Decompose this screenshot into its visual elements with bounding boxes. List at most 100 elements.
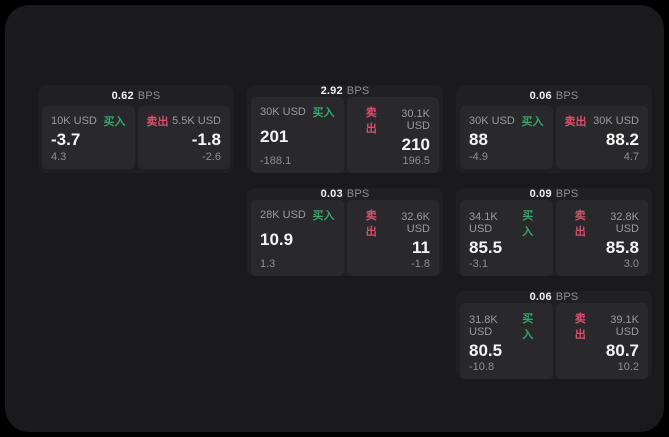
quotes-grid: 0.62 BPS 10K USD 买入 -3.7 4.3 卖出 5.5K USD… bbox=[38, 85, 652, 379]
buy-quote-panel[interactable]: 31.8K USD 买入 80.5 -10.8 bbox=[460, 303, 553, 379]
sell-secondary-value: 4.7 bbox=[623, 151, 639, 163]
sell-quote-panel[interactable]: 卖出 30.1K USD 210 196.5 bbox=[346, 97, 439, 173]
buy-secondary-value: -188.1 bbox=[260, 154, 292, 167]
quote-card: 0.09 BPS 34.1K USD 买入 85.5 -3.1 卖出 32.8K… bbox=[456, 188, 652, 276]
buy-quote-panel[interactable]: 28K USD 买入 10.9 1.3 bbox=[251, 200, 344, 276]
spread-header: 0.06 BPS bbox=[456, 85, 652, 106]
quote-card: 0.06 BPS 31.8K USD 买入 80.5 -10.8 卖出 39.1… bbox=[456, 291, 652, 379]
sell-notional: 32.8K USD bbox=[610, 211, 639, 235]
buy-side-label: 买入 bbox=[312, 107, 335, 119]
card-body: 28K USD 买入 10.9 1.3 卖出 32.6K USD 11 -1.8 bbox=[247, 200, 443, 280]
spread-header: 0.03 BPS bbox=[247, 188, 443, 200]
spread-unit: BPS bbox=[346, 85, 370, 97]
sell-secondary-value: 196.5 bbox=[402, 154, 430, 167]
spread-value: 0.09 bbox=[529, 188, 552, 200]
sell-notional: 5.5K USD bbox=[172, 115, 221, 127]
spread-value: 0.03 bbox=[320, 188, 343, 200]
sell-price: 210 bbox=[401, 135, 430, 154]
card-body: 10K USD 买入 -3.7 4.3 卖出 5.5K USD -1.8 -2.… bbox=[38, 106, 234, 173]
buy-side-label: 买入 bbox=[522, 313, 534, 341]
buy-secondary-value: -3.1 bbox=[469, 257, 488, 270]
quote-card: 0.06 BPS 30K USD 买入 88 -4.9 卖出 30K USD 8… bbox=[456, 85, 652, 173]
sell-notional: 30K USD bbox=[593, 115, 639, 127]
buy-panel-top: 30K USD 买入 bbox=[260, 104, 335, 120]
sell-side-label: 卖出 bbox=[365, 107, 377, 135]
buy-price: -3.7 bbox=[51, 129, 81, 149]
buy-quote-panel[interactable]: 30K USD 买入 88 -4.9 bbox=[460, 106, 553, 169]
sell-notional: 32.6K USD bbox=[401, 211, 430, 235]
buy-side-label: 买入 bbox=[103, 116, 126, 128]
sell-quote-panel[interactable]: 卖出 30K USD 88.2 4.7 bbox=[555, 106, 648, 169]
sell-panel-top: 卖出 32.8K USD bbox=[565, 207, 639, 239]
sell-notional: 39.1K USD bbox=[610, 314, 639, 338]
sell-panel-top: 卖出 5.5K USD bbox=[147, 113, 222, 129]
buy-notional: 34.1K USD bbox=[469, 211, 498, 235]
buy-secondary-value: 4.3 bbox=[51, 151, 67, 163]
buy-price: 88 bbox=[469, 129, 488, 149]
sell-quote-panel[interactable]: 卖出 39.1K USD 80.7 10.2 bbox=[555, 303, 648, 379]
buy-notional: 28K USD bbox=[260, 209, 306, 221]
spread-unit: BPS bbox=[555, 89, 579, 102]
spread-header: 0.09 BPS bbox=[456, 188, 652, 200]
sell-panel-top: 卖出 30.1K USD bbox=[356, 104, 430, 136]
quote-card: 0.62 BPS 10K USD 买入 -3.7 4.3 卖出 5.5K USD… bbox=[38, 85, 234, 173]
buy-quote-panel[interactable]: 30K USD 买入 201 -188.1 bbox=[251, 97, 344, 173]
spread-header: 0.06 BPS bbox=[456, 291, 652, 303]
sell-price: 80.7 bbox=[605, 341, 639, 360]
card-body: 34.1K USD 买入 85.5 -3.1 卖出 32.8K USD 85.8… bbox=[456, 200, 652, 280]
card-body: 31.8K USD 买入 80.5 -10.8 卖出 39.1K USD 80.… bbox=[456, 303, 652, 383]
buy-price: 201 bbox=[260, 127, 289, 146]
sell-panel-top: 卖出 30K USD bbox=[565, 113, 640, 129]
sell-panel-top: 卖出 32.6K USD bbox=[356, 207, 430, 239]
card-body: 30K USD 买入 201 -188.1 卖出 30.1K USD 210 1… bbox=[247, 97, 443, 177]
quote-card: 0.03 BPS 28K USD 买入 10.9 1.3 卖出 32.6K US… bbox=[247, 188, 443, 276]
buy-notional: 31.8K USD bbox=[469, 314, 498, 338]
sell-price: 11 bbox=[412, 238, 430, 257]
spread-unit: BPS bbox=[555, 188, 579, 200]
card-body: 30K USD 买入 88 -4.9 卖出 30K USD 88.2 4.7 bbox=[456, 106, 652, 173]
buy-price: 10.9 bbox=[260, 230, 294, 249]
buy-panel-top: 30K USD 买入 bbox=[469, 113, 544, 129]
spread-value: 2.92 bbox=[320, 85, 343, 97]
buy-side-label: 买入 bbox=[312, 210, 335, 222]
app-surface: 0.62 BPS 10K USD 买入 -3.7 4.3 卖出 5.5K USD… bbox=[5, 5, 664, 432]
sell-secondary-value: -2.6 bbox=[202, 151, 221, 163]
buy-panel-top: 10K USD 买入 bbox=[51, 113, 126, 129]
sell-secondary-value: -1.8 bbox=[411, 257, 430, 270]
sell-secondary-value: 3.0 bbox=[623, 257, 639, 270]
buy-panel-top: 31.8K USD 买入 bbox=[469, 310, 544, 342]
buy-price: 80.5 bbox=[469, 341, 503, 360]
spread-header: 0.62 BPS bbox=[38, 85, 234, 106]
sell-side-label: 卖出 bbox=[564, 116, 587, 128]
sell-quote-panel[interactable]: 卖出 32.8K USD 85.8 3.0 bbox=[555, 200, 648, 276]
buy-notional: 10K USD bbox=[51, 115, 97, 127]
spread-unit: BPS bbox=[555, 291, 579, 303]
buy-side-label: 买入 bbox=[521, 116, 544, 128]
sell-notional: 30.1K USD bbox=[401, 108, 430, 132]
buy-quote-panel[interactable]: 34.1K USD 买入 85.5 -3.1 bbox=[460, 200, 553, 276]
quote-card: 2.92 BPS 30K USD 买入 201 -188.1 卖出 30.1K … bbox=[247, 85, 443, 173]
spread-value: 0.62 bbox=[111, 89, 134, 102]
buy-side-label: 买入 bbox=[522, 210, 534, 238]
buy-panel-top: 34.1K USD 买入 bbox=[469, 207, 544, 239]
spread-value: 0.06 bbox=[529, 89, 552, 102]
sell-side-label: 卖出 bbox=[365, 210, 377, 238]
buy-notional: 30K USD bbox=[260, 106, 306, 118]
buy-price: 85.5 bbox=[469, 238, 503, 257]
sell-quote-panel[interactable]: 卖出 32.6K USD 11 -1.8 bbox=[346, 200, 439, 276]
sell-price: 88.2 bbox=[605, 129, 639, 149]
sell-quote-panel[interactable]: 卖出 5.5K USD -1.8 -2.6 bbox=[137, 106, 230, 169]
sell-panel-top: 卖出 39.1K USD bbox=[565, 310, 639, 342]
sell-price: 85.8 bbox=[605, 238, 639, 257]
sell-side-label: 卖出 bbox=[574, 210, 586, 238]
buy-quote-panel[interactable]: 10K USD 买入 -3.7 4.3 bbox=[42, 106, 135, 169]
buy-secondary-value: -4.9 bbox=[469, 151, 488, 163]
buy-secondary-value: -10.8 bbox=[469, 360, 495, 373]
spread-unit: BPS bbox=[346, 188, 370, 200]
spread-unit: BPS bbox=[137, 89, 161, 102]
buy-secondary-value: 1.3 bbox=[260, 257, 276, 270]
sell-side-label: 卖出 bbox=[146, 116, 169, 128]
sell-secondary-value: 10.2 bbox=[617, 360, 639, 373]
sell-side-label: 卖出 bbox=[574, 313, 586, 341]
spread-value: 0.06 bbox=[529, 291, 552, 303]
